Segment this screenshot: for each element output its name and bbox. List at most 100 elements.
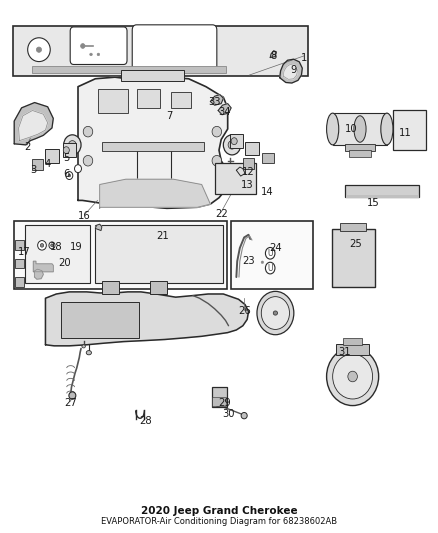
Ellipse shape xyxy=(241,413,247,419)
Ellipse shape xyxy=(63,147,69,154)
Text: 19: 19 xyxy=(71,243,83,253)
Bar xyxy=(98,90,128,113)
Polygon shape xyxy=(283,64,297,79)
Polygon shape xyxy=(35,269,43,279)
Bar xyxy=(14,221,227,289)
Bar xyxy=(150,281,167,294)
Bar xyxy=(392,110,426,150)
Bar xyxy=(243,158,254,168)
Polygon shape xyxy=(95,224,102,231)
Text: 24: 24 xyxy=(269,243,282,253)
Bar xyxy=(95,225,223,284)
Polygon shape xyxy=(280,59,302,83)
Bar xyxy=(15,277,24,287)
Bar xyxy=(336,344,369,356)
Text: 2020 Jeep Grand Cherokee: 2020 Jeep Grand Cherokee xyxy=(141,506,297,516)
Text: 30: 30 xyxy=(223,408,235,418)
Text: 11: 11 xyxy=(399,128,412,138)
Text: 22: 22 xyxy=(215,208,228,219)
Ellipse shape xyxy=(36,47,42,52)
Bar xyxy=(349,150,371,157)
Ellipse shape xyxy=(68,174,71,177)
Ellipse shape xyxy=(86,351,92,355)
Text: 10: 10 xyxy=(345,124,358,134)
Ellipse shape xyxy=(83,126,93,137)
Bar xyxy=(345,144,375,151)
Text: 23: 23 xyxy=(242,256,255,266)
Ellipse shape xyxy=(327,113,339,145)
Text: 1: 1 xyxy=(300,53,307,62)
Polygon shape xyxy=(218,103,231,115)
Ellipse shape xyxy=(69,392,76,399)
Ellipse shape xyxy=(228,141,236,149)
Text: 17: 17 xyxy=(18,247,31,257)
Bar xyxy=(339,223,366,231)
Bar xyxy=(25,225,90,284)
Ellipse shape xyxy=(51,244,53,247)
Bar xyxy=(63,143,76,157)
Text: 34: 34 xyxy=(218,107,230,117)
Bar xyxy=(333,113,387,145)
Bar xyxy=(332,230,375,287)
Text: 16: 16 xyxy=(78,211,91,221)
Bar xyxy=(212,397,226,406)
Bar xyxy=(171,92,191,108)
Text: 7: 7 xyxy=(166,111,172,121)
Bar xyxy=(343,338,362,345)
Bar xyxy=(262,153,274,164)
Ellipse shape xyxy=(212,156,222,166)
Polygon shape xyxy=(46,292,248,346)
Text: 2: 2 xyxy=(24,142,30,152)
Ellipse shape xyxy=(40,244,44,247)
Polygon shape xyxy=(100,179,210,208)
Bar xyxy=(215,163,256,193)
Text: 20: 20 xyxy=(59,258,71,268)
Ellipse shape xyxy=(81,44,85,49)
Bar xyxy=(13,26,308,76)
Ellipse shape xyxy=(261,261,264,264)
Ellipse shape xyxy=(257,292,294,335)
Ellipse shape xyxy=(90,53,92,56)
Bar xyxy=(346,195,419,198)
Bar xyxy=(15,240,24,249)
Bar xyxy=(231,221,313,289)
Text: 4: 4 xyxy=(45,159,51,169)
Text: 15: 15 xyxy=(367,198,379,208)
Ellipse shape xyxy=(74,165,81,173)
Bar xyxy=(212,386,227,407)
Ellipse shape xyxy=(49,242,55,249)
Ellipse shape xyxy=(333,354,373,399)
Text: 21: 21 xyxy=(156,231,169,241)
Text: EVAPORATOR-Air Conditioning Diagram for 68238602AB: EVAPORATOR-Air Conditioning Diagram for … xyxy=(101,517,337,526)
Ellipse shape xyxy=(265,247,275,259)
Text: 5: 5 xyxy=(63,153,70,163)
Ellipse shape xyxy=(38,240,46,250)
Text: 14: 14 xyxy=(261,188,273,197)
Text: 31: 31 xyxy=(339,347,351,357)
Text: 9: 9 xyxy=(290,65,297,75)
Polygon shape xyxy=(33,261,53,272)
Text: 26: 26 xyxy=(238,306,251,317)
FancyBboxPatch shape xyxy=(70,27,127,64)
Bar xyxy=(46,149,60,163)
Text: 18: 18 xyxy=(50,243,63,253)
Ellipse shape xyxy=(212,126,222,137)
Polygon shape xyxy=(270,51,276,58)
Bar xyxy=(32,159,43,169)
Ellipse shape xyxy=(82,345,85,348)
Text: 8: 8 xyxy=(270,51,276,61)
Ellipse shape xyxy=(261,297,290,329)
Text: U: U xyxy=(267,249,272,258)
Ellipse shape xyxy=(273,311,278,315)
Ellipse shape xyxy=(64,135,81,155)
Bar xyxy=(60,302,139,338)
Ellipse shape xyxy=(66,172,73,180)
Polygon shape xyxy=(18,110,48,141)
Ellipse shape xyxy=(97,53,100,56)
Text: 6: 6 xyxy=(63,169,70,179)
Ellipse shape xyxy=(348,371,357,382)
Text: 33: 33 xyxy=(208,96,221,107)
Bar xyxy=(245,142,259,156)
Text: 25: 25 xyxy=(349,239,362,249)
Text: 29: 29 xyxy=(218,398,230,408)
